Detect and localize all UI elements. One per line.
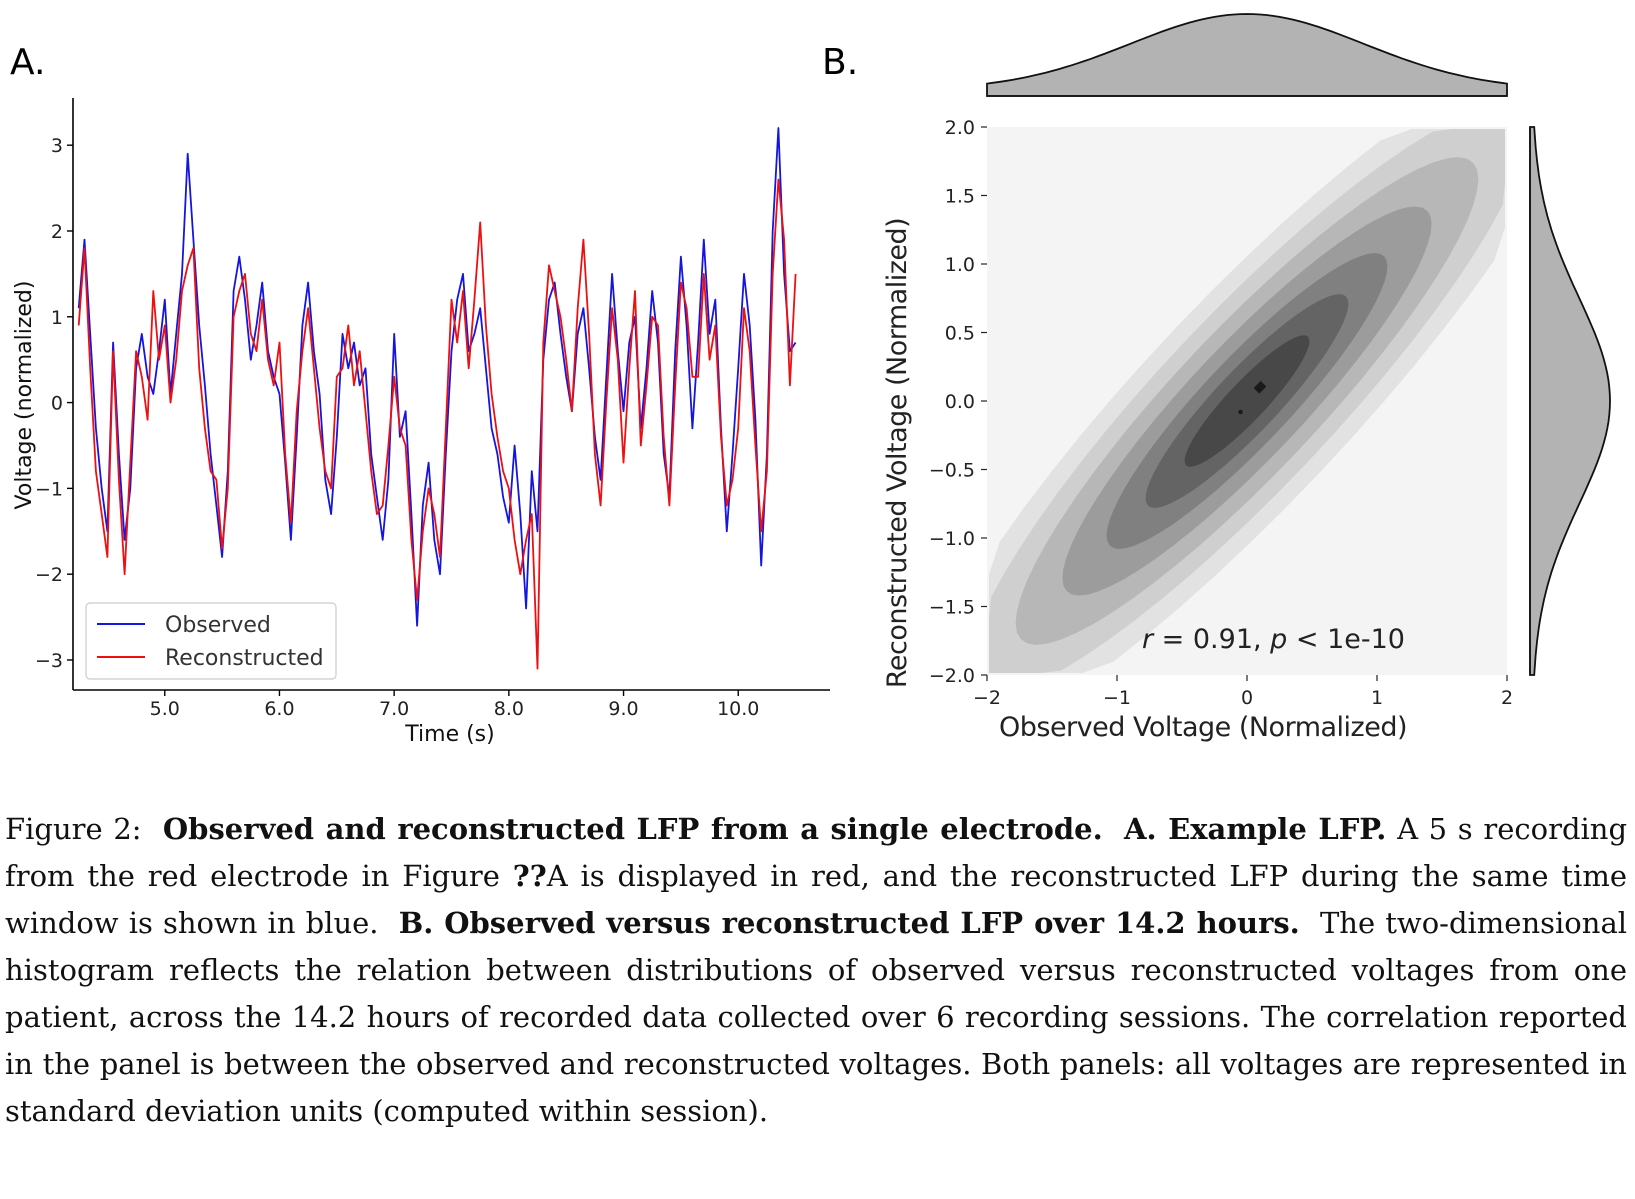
x-tick-label: 0 [1241, 687, 1253, 709]
correlation-annotation: r = 0.91, p < 1e-10 [1142, 624, 1405, 655]
caption-a-text1: A 5 s recording from the red electrode i… [5, 812, 1628, 893]
y-tick-label: −1.0 [929, 528, 975, 550]
annotation-r-text: = 0.91, [1153, 624, 1270, 655]
figure-caption: Figure 2: Observed and reconstructed LFP… [5, 806, 1627, 1196]
annotation-r-symbol: r [1142, 624, 1155, 655]
caption-a-text2: A is displayed in red, and the reconstru… [5, 859, 1627, 940]
x-tick-label: −1 [1103, 687, 1131, 709]
top-marginal-area [986, 13, 1508, 97]
legend-box [85, 602, 337, 680]
panel-a-ticks: 5.0 6.0 7.0 8.0 9.0 10.0 −3 −2 −1 0 1 2 3 [35, 135, 759, 720]
panel-b-x-label: Observed Voltage (Normalized) [999, 712, 1407, 743]
panel-b-density-chart: B. −2 −1 0 1 2 −2.0 −1.5 −1.0 −0.5 0.0 0.5 1.0 1.5 2.… [822, 13, 1611, 743]
x-tick-label: 9.0 [608, 698, 638, 720]
panel-a-letter: A. [10, 42, 45, 83]
panel-a-legend: Observed Reconstructed [85, 602, 337, 680]
x-tick-label: −2 [973, 687, 1001, 709]
panel-b-y-label: Reconstructed Voltage (Normalized) [882, 218, 913, 688]
density-peak [1253, 380, 1267, 394]
right-marginal-kde [1529, 126, 1611, 676]
y-tick-label: −2 [35, 564, 63, 586]
y-tick-label: −0.5 [929, 460, 975, 482]
x-tick-label: 7.0 [379, 698, 409, 720]
y-tick-label: 2 [51, 221, 63, 243]
annotation-p-text: < 1e-10 [1287, 624, 1405, 655]
series-line-observed [77, 127, 797, 627]
x-tick-label: 1 [1371, 687, 1383, 709]
y-tick-label: 2.0 [945, 117, 975, 139]
x-tick-label: 8.0 [494, 698, 524, 720]
density-peak-secondary [1238, 409, 1243, 415]
y-tick-label: 1 [51, 307, 63, 329]
x-tick-label: 6.0 [264, 698, 294, 720]
panel-a-x-label: Time (s) [404, 722, 494, 747]
top-marginal-kde [986, 13, 1508, 97]
y-tick-label: −3 [35, 650, 63, 672]
caption-b-label: B. Observed versus reconstructed LFP ove… [398, 906, 1300, 940]
panel-b-letter: B. [822, 42, 858, 83]
caption-prefix: Figure 2: [5, 812, 142, 846]
caption-b-text: The two-dimensional histogram reflects t… [5, 906, 1628, 1128]
y-tick-label: 1.0 [945, 254, 975, 276]
y-tick-label: 3 [51, 135, 63, 157]
y-tick-label: 0.5 [945, 323, 975, 345]
y-tick-label: −2.0 [929, 665, 975, 687]
y-tick-label: −1 [35, 478, 63, 500]
joint-density-contours [989, 129, 1505, 673]
annotation-p-symbol: p [1269, 624, 1287, 655]
panel-a-line-chart: A. 5.0 6.0 7.0 8.0 9.0 10.0 −3 −2 −1 0 1 2 3 Time (s… [10, 42, 830, 747]
contour-level-7 [1184, 335, 1310, 467]
panel-b-ticks: −2 −1 0 1 2 −2.0 −1.5 −1.0 −0.5 0.0 0.5 1.0 1.5 2.0 [929, 117, 1513, 709]
y-tick-label: 1.5 [945, 186, 975, 208]
panel-a-y-label: Voltage (normalized) [12, 281, 37, 510]
right-marginal-area [1529, 126, 1611, 676]
caption-a-label: A. Example LFP. [1124, 812, 1387, 846]
legend-reconstructed-label: Reconstructed [165, 646, 324, 671]
x-tick-label: 10.0 [717, 698, 759, 720]
panel-a-series [77, 127, 797, 670]
legend-observed-label: Observed [165, 613, 271, 638]
caption-figure-reference: ?? [512, 859, 547, 893]
x-tick-label: 2 [1501, 687, 1513, 709]
caption-title: Observed and reconstructed LFP from a si… [162, 812, 1103, 846]
x-tick-label: 5.0 [150, 698, 180, 720]
series-line-reconstructed [77, 178, 797, 670]
y-tick-label: 0 [51, 393, 63, 415]
y-tick-label: 0.0 [945, 391, 975, 413]
y-tick-label: −1.5 [929, 597, 975, 619]
